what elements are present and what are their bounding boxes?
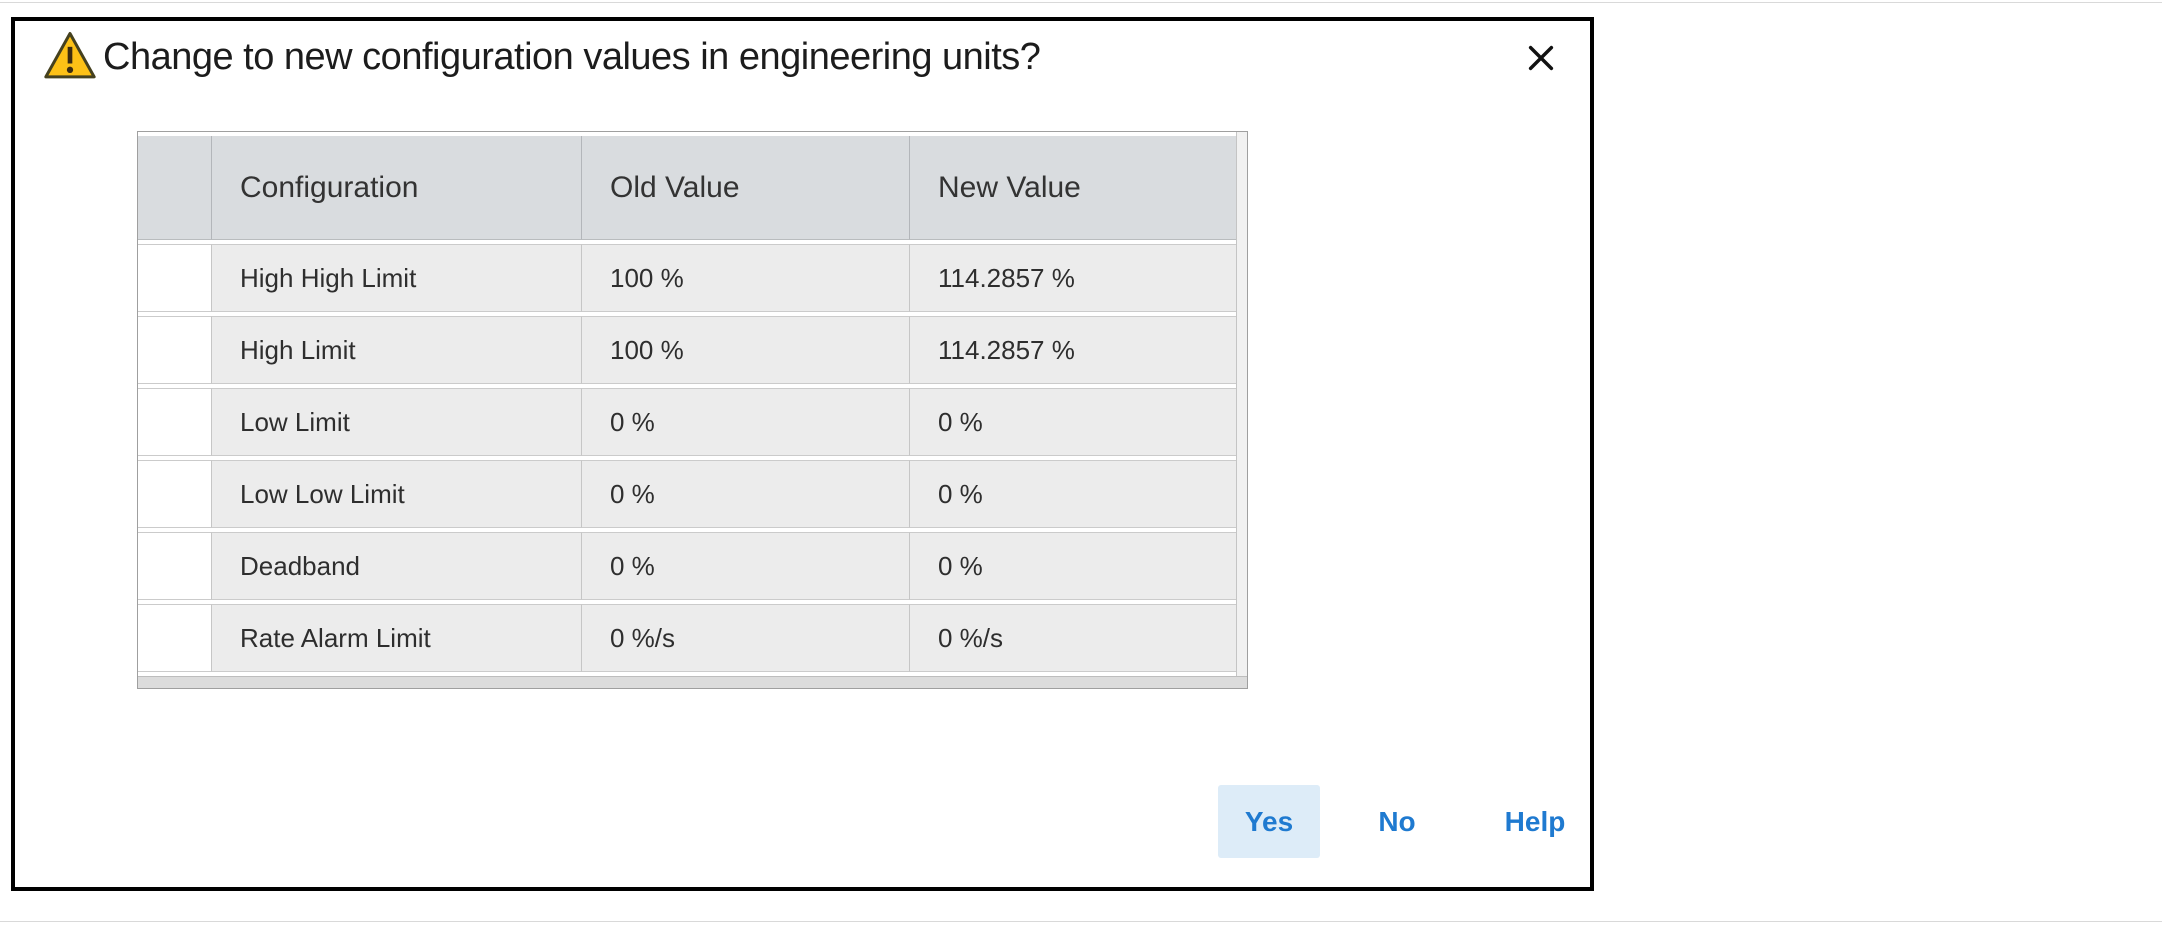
vertical-scrollbar-track[interactable] xyxy=(1236,132,1247,676)
yes-button[interactable]: Yes xyxy=(1218,785,1320,858)
old-value-cell: 0 % xyxy=(581,532,909,600)
old-value-cell: 100 % xyxy=(581,244,909,312)
no-button[interactable]: No xyxy=(1357,785,1437,858)
column-header-new-value: New Value xyxy=(909,136,1236,240)
warning-triangle-icon xyxy=(43,31,97,81)
configuration-cell: High High Limit xyxy=(211,244,581,312)
table-row: Low Limit 0 % 0 % xyxy=(138,388,1236,456)
configuration-table: Configuration Old Value New Value High H… xyxy=(138,132,1236,676)
configuration-cell: Deadband xyxy=(211,532,581,600)
confirmation-dialog: Change to new configuration values in en… xyxy=(11,17,1594,891)
new-value-cell: 114.2857 % xyxy=(909,244,1236,312)
new-value-cell: 0 % xyxy=(909,532,1236,600)
old-value-cell: 0 % xyxy=(581,388,909,456)
new-value-cell: 114.2857 % xyxy=(909,316,1236,384)
new-value-cell: 0 % xyxy=(909,460,1236,528)
table-header-row: Configuration Old Value New Value xyxy=(138,136,1236,240)
column-header-configuration: Configuration xyxy=(211,136,581,240)
row-selector-cell xyxy=(138,388,211,456)
configuration-grid: Configuration Old Value New Value High H… xyxy=(137,131,1248,689)
table-row: High Limit 100 % 114.2857 % xyxy=(138,316,1236,384)
row-selector-header xyxy=(138,136,211,240)
row-selector-cell xyxy=(138,604,211,672)
configuration-cell: Low Low Limit xyxy=(211,460,581,528)
table-row: Rate Alarm Limit 0 %/s 0 %/s xyxy=(138,604,1236,672)
old-value-cell: 0 %/s xyxy=(581,604,909,672)
configuration-cell: Rate Alarm Limit xyxy=(211,604,581,672)
table-row: High High Limit 100 % 114.2857 % xyxy=(138,244,1236,312)
configuration-cell: Low Limit xyxy=(211,388,581,456)
window-edge-bottom xyxy=(0,921,2162,922)
new-value-cell: 0 %/s xyxy=(909,604,1236,672)
close-icon[interactable] xyxy=(1517,35,1565,81)
table-row: Deadband 0 % 0 % xyxy=(138,532,1236,600)
old-value-cell: 100 % xyxy=(581,316,909,384)
configuration-cell: High Limit xyxy=(211,316,581,384)
old-value-cell: 0 % xyxy=(581,460,909,528)
row-selector-cell xyxy=(138,244,211,312)
table-row: Low Low Limit 0 % 0 % xyxy=(138,460,1236,528)
column-header-old-value: Old Value xyxy=(581,136,909,240)
new-value-cell: 0 % xyxy=(909,388,1236,456)
row-selector-cell xyxy=(138,316,211,384)
row-selector-cell xyxy=(138,460,211,528)
help-button[interactable]: Help xyxy=(1487,785,1583,858)
row-selector-cell xyxy=(138,532,211,600)
horizontal-scrollbar-track[interactable] xyxy=(138,676,1247,688)
window-edge-top xyxy=(0,2,2162,3)
dialog-title: Change to new configuration values in en… xyxy=(103,36,1041,78)
